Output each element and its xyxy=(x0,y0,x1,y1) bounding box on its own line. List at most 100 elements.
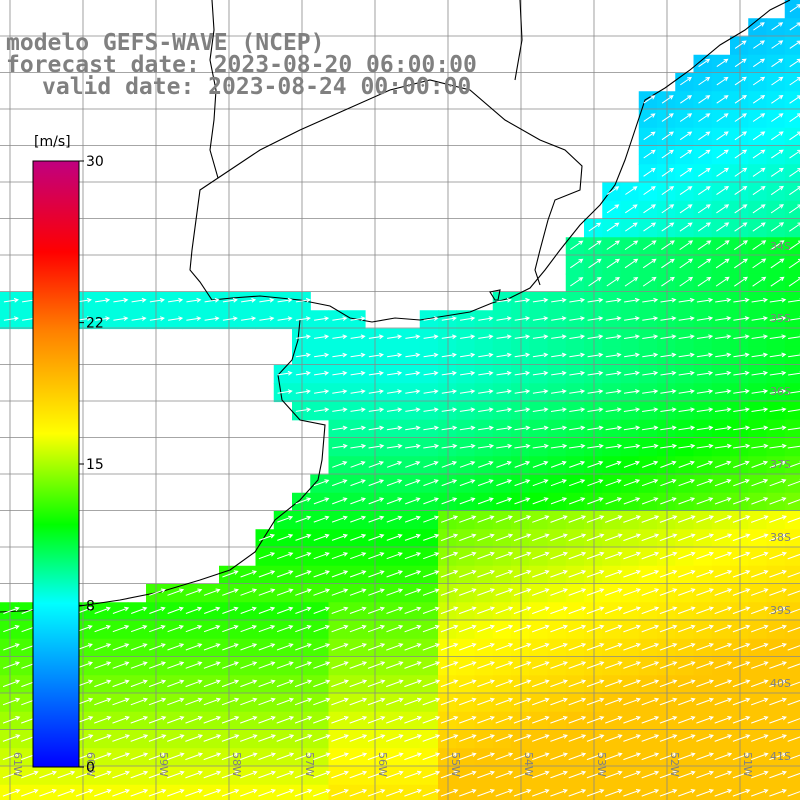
wind-arrow xyxy=(771,95,784,104)
wind-arrow xyxy=(716,222,730,232)
wind-arrow xyxy=(606,240,620,250)
wind-arrow xyxy=(477,443,495,449)
wind-arrow xyxy=(94,643,112,651)
wind-arrow xyxy=(387,389,403,394)
wind-arrow xyxy=(404,661,422,669)
wind-arrow xyxy=(751,515,769,523)
wind-arrow xyxy=(605,389,622,394)
wind-arrow xyxy=(367,770,386,779)
wind-arrow xyxy=(752,276,767,287)
wind-arrow xyxy=(696,716,714,724)
wind-arrow xyxy=(770,185,784,196)
wind-arrow xyxy=(185,697,203,706)
wind-arrow xyxy=(751,789,769,797)
wind-arrow xyxy=(641,752,660,761)
wind-arrow xyxy=(769,407,787,412)
wind-arrow xyxy=(349,624,367,633)
wind-arrow xyxy=(659,697,678,706)
wind-arrow xyxy=(404,770,422,779)
wind-arrow xyxy=(698,131,711,141)
wind-arrow xyxy=(714,460,732,468)
wind-arrow xyxy=(459,479,476,487)
wind-arrow xyxy=(313,661,331,669)
wind-arrow xyxy=(513,570,532,578)
wind-arrow xyxy=(440,588,459,596)
wind-arrow xyxy=(696,479,714,487)
wind-arrow xyxy=(404,515,421,523)
wind-cell xyxy=(693,784,713,800)
wind-arrow xyxy=(769,624,787,633)
wind-arrow xyxy=(787,626,800,633)
wind-arrow xyxy=(2,716,21,724)
wind-arrow xyxy=(222,316,238,321)
wind-cell xyxy=(419,784,439,800)
wind-arrow xyxy=(550,697,568,706)
wind-arrow xyxy=(350,515,367,523)
wind-arrow xyxy=(513,752,532,761)
wind-arrow xyxy=(642,276,657,287)
wind-arrow xyxy=(167,661,185,669)
wind-arrow xyxy=(716,204,730,214)
wind-arrow xyxy=(714,515,733,523)
wind-arrow xyxy=(495,770,514,779)
wind-arrow xyxy=(605,515,623,523)
wind-arrow xyxy=(587,389,604,394)
wind-arrow xyxy=(331,752,349,761)
wind-arrow xyxy=(185,770,203,779)
wind-arrow xyxy=(441,497,458,505)
wind-arrow xyxy=(495,734,514,742)
wind-arrow xyxy=(733,479,750,487)
wind-arrow xyxy=(734,276,748,287)
wind-arrow xyxy=(587,370,604,376)
wind-arrow xyxy=(204,606,221,614)
wind-arrow xyxy=(751,697,769,706)
forecast-date: forecast date: 2023-08-20 06:00:00 xyxy=(6,52,477,78)
wind-arrow xyxy=(605,443,623,449)
wind-arrow xyxy=(532,716,550,724)
wind-arrow xyxy=(460,352,476,358)
wind-arrow xyxy=(221,679,240,688)
wind-arrow xyxy=(734,131,748,141)
wind-arrow xyxy=(623,515,641,523)
wind-arrow xyxy=(550,716,568,724)
wind-arrow xyxy=(769,316,787,321)
wind-cell xyxy=(784,73,800,92)
wind-arrow xyxy=(751,588,769,596)
wind-arrow xyxy=(532,752,550,761)
wind-cell xyxy=(146,784,165,800)
wind-arrow xyxy=(643,222,657,232)
wind-arrow xyxy=(769,460,787,468)
wind-arrow xyxy=(586,570,605,578)
wind-arrow xyxy=(624,297,640,303)
wind-arrow xyxy=(94,734,112,742)
wind-arrow xyxy=(294,697,313,706)
colorbar-unit: [m/s] xyxy=(34,134,71,150)
wind-arrow xyxy=(696,606,714,615)
wind-arrow xyxy=(367,789,386,797)
wind-arrow xyxy=(477,734,495,742)
wind-arrow xyxy=(532,624,550,633)
wind-cell xyxy=(784,182,800,202)
wind-arrow xyxy=(513,770,532,779)
wind-arrow xyxy=(696,770,714,779)
border-uruguay xyxy=(217,79,583,286)
wind-arrow xyxy=(386,679,404,688)
wind-arrow xyxy=(514,370,531,376)
wind-arrow xyxy=(769,497,787,505)
wind-arrow xyxy=(641,515,660,523)
wind-arrow xyxy=(751,370,769,376)
wind-arrow xyxy=(350,461,366,468)
wind-arrow xyxy=(714,752,733,761)
wind-arrow xyxy=(550,479,567,487)
wind-arrow xyxy=(605,460,622,468)
wind-arrow xyxy=(459,533,477,542)
wind-arrow xyxy=(514,316,531,321)
wind-arrow xyxy=(258,552,276,560)
wind-arrow xyxy=(149,625,166,633)
colorbar-tick-label: 30 xyxy=(86,154,104,170)
wind-arrow xyxy=(294,716,313,724)
wind-arrow xyxy=(624,370,640,376)
wind-arrow xyxy=(789,4,800,13)
wind-arrow xyxy=(769,606,787,615)
